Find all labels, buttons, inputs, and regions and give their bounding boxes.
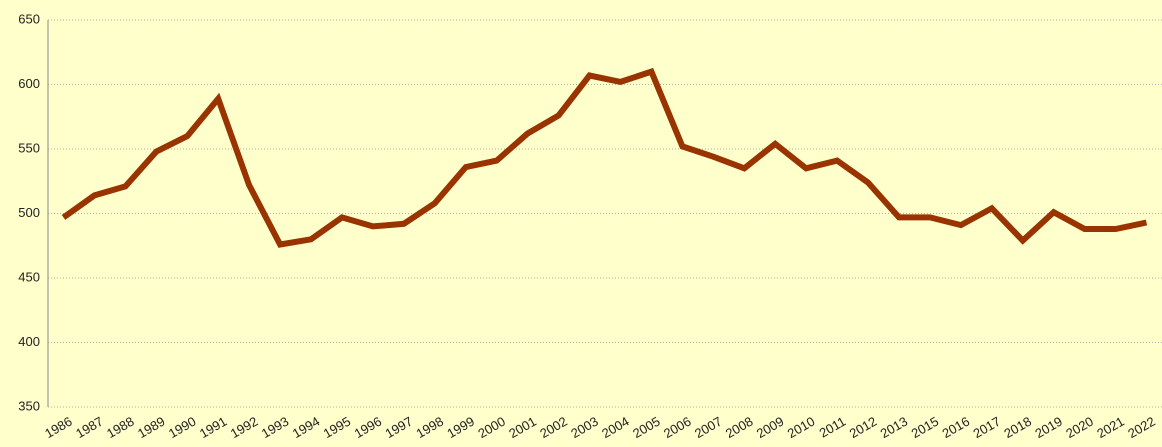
x-tick-label: 2021 bbox=[1094, 414, 1127, 441]
x-tick-label: 2019 bbox=[1032, 414, 1065, 441]
x-tick-label: 2001 bbox=[506, 414, 539, 441]
x-tick-label: 2016 bbox=[940, 414, 973, 441]
x-tick-label: 2017 bbox=[970, 414, 1003, 441]
x-tick-label: 2007 bbox=[692, 414, 725, 441]
x-tick-label: 2018 bbox=[1001, 414, 1034, 441]
x-tick-label: 2013 bbox=[878, 414, 911, 441]
x-tick-label: 1998 bbox=[413, 414, 446, 441]
x-tick-label: 2003 bbox=[568, 414, 601, 441]
x-tick-label: 1995 bbox=[321, 414, 354, 441]
x-tick-label: 1986 bbox=[42, 414, 75, 441]
x-tick-label: 1994 bbox=[290, 414, 323, 441]
x-tick-label: 2012 bbox=[847, 414, 880, 441]
x-tick-label: 2004 bbox=[599, 414, 632, 441]
x-tick-label: 1992 bbox=[228, 414, 261, 441]
y-tick-label: 400 bbox=[18, 334, 40, 349]
x-tick-label: 1987 bbox=[73, 414, 106, 441]
x-tick-label: 2020 bbox=[1063, 414, 1096, 441]
x-tick-label: 2022 bbox=[1125, 414, 1158, 441]
x-tick-label: 2010 bbox=[785, 414, 818, 441]
x-tick-label: 2011 bbox=[817, 414, 849, 441]
x-tick-label: 2015 bbox=[909, 414, 942, 441]
x-tick-label: 1999 bbox=[444, 414, 477, 441]
y-tick-label: 500 bbox=[18, 205, 40, 220]
x-tick-label: 2000 bbox=[475, 414, 508, 441]
x-tick-label: 1993 bbox=[259, 414, 292, 441]
x-tick-label: 1990 bbox=[166, 414, 199, 441]
x-tick-label: 1991 bbox=[197, 414, 230, 441]
y-tick-label: 350 bbox=[18, 398, 40, 413]
y-tick-label: 600 bbox=[18, 76, 40, 91]
line-series bbox=[61, 67, 1148, 248]
x-tick-label: 2002 bbox=[537, 414, 570, 441]
x-tick-label: 1988 bbox=[104, 414, 137, 441]
y-tick-label: 450 bbox=[18, 269, 40, 284]
y-tick-label: 550 bbox=[18, 140, 40, 155]
x-tick-label: 1996 bbox=[352, 414, 385, 441]
x-tick-label: 1997 bbox=[383, 414, 416, 441]
x-tick-label: 2005 bbox=[630, 414, 663, 441]
x-tick-label: 2009 bbox=[754, 414, 787, 441]
x-tick-label: 2006 bbox=[661, 414, 694, 441]
x-tick-label: 1989 bbox=[135, 414, 168, 441]
y-tick-label: 650 bbox=[18, 11, 40, 26]
x-tick-label: 2008 bbox=[723, 414, 756, 441]
